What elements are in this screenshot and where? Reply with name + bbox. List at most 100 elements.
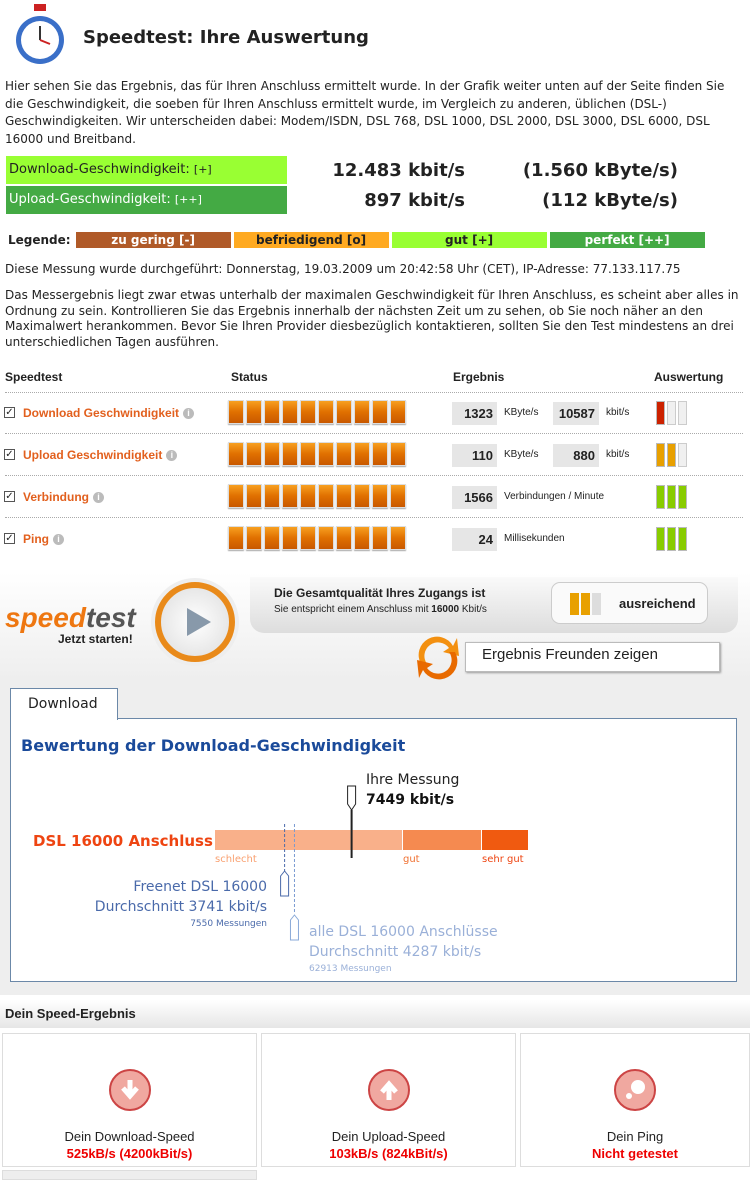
- table-row: ✓ Verbindung i 1566 Verbindungen / Minute: [0, 477, 750, 518]
- status-block: [264, 526, 280, 550]
- test-name[interactable]: Download Geschwindigkeit i: [23, 406, 195, 420]
- share-results-button[interactable]: Ergebnis Freunden zeigen: [465, 642, 720, 672]
- test-name[interactable]: Ping i: [23, 532, 64, 546]
- status-block: [228, 400, 244, 424]
- rating-segment: [656, 401, 665, 425]
- rating-segment: [667, 443, 676, 467]
- legend-item: gut [+]: [391, 232, 547, 248]
- status-block: [282, 484, 298, 508]
- status-block: [354, 526, 370, 550]
- status-block: [336, 484, 352, 508]
- assessment-text: Das Messergebnis liegt zwar etwas unterh…: [5, 288, 739, 349]
- measurement-info: Diese Messung wurde durchgeführt: Donner…: [5, 262, 681, 276]
- status-block: [336, 526, 352, 550]
- status-block: [390, 526, 406, 550]
- card-value: 103kB/s (824kBit/s): [329, 1146, 448, 1161]
- result-value: 24: [452, 528, 497, 551]
- checkbox[interactable]: ✓: [4, 533, 15, 544]
- table-row: ✓ Download Geschwindigkeit i 1323 KByte/s…: [0, 393, 750, 434]
- speedtest-logo[interactable]: speedtest: [5, 602, 136, 633]
- legend-item: befriedigend [o]: [233, 232, 389, 248]
- col-speedtest: Speedtest: [5, 370, 63, 384]
- info-icon[interactable]: i: [166, 450, 178, 462]
- status-block: [300, 442, 316, 466]
- result-value: 110: [452, 444, 497, 467]
- scale-label: sehr gut: [482, 854, 524, 865]
- upload-kbit: 897 kbit/s: [364, 190, 465, 211]
- result-unit: KByte/s: [504, 407, 539, 418]
- status-block: [282, 442, 298, 466]
- quality-sub: Sie entspricht einem Anschluss mit 16000…: [274, 604, 487, 615]
- provider-marker: [280, 870, 290, 897]
- rating-segment: [667, 401, 676, 425]
- your-measurement-label: Ihre Messung: [366, 772, 459, 788]
- rating-segment: [667, 527, 676, 551]
- status-block: [318, 400, 334, 424]
- status-block: [228, 484, 244, 508]
- info-icon[interactable]: i: [53, 534, 64, 546]
- result-unit: KByte/s: [504, 449, 539, 460]
- line-label: DSL 16000 Anschluss: [33, 832, 213, 850]
- status-block: [354, 400, 370, 424]
- divider: [5, 475, 743, 476]
- status-block: [318, 526, 334, 550]
- all-marker: [289, 914, 299, 941]
- quality-title: Die Gesamtqualität Ihres Zugangs ist: [274, 586, 486, 600]
- status-block: [228, 526, 244, 550]
- result-header: Dein Speed-Ergebnis: [0, 1000, 750, 1028]
- col-status: Status: [231, 370, 268, 384]
- quality-rating-icon: [570, 593, 601, 615]
- your-measurement-marker: [347, 785, 357, 811]
- status-block: [300, 400, 316, 424]
- speedtest-banner: speedtest Jetzt starten! Die Gesamtquali…: [0, 572, 750, 680]
- info-icon[interactable]: i: [93, 492, 104, 504]
- your-measurement-value: 7449 kbit/s: [366, 792, 454, 808]
- divider: [5, 392, 743, 393]
- download-kbit: 12.483 kbit/s: [332, 160, 465, 181]
- download-tab-area: Download Bewertung der Download-Geschwin…: [0, 680, 750, 995]
- page-title: Speedtest: Ihre Auswertung: [83, 27, 369, 48]
- status-block: [372, 526, 388, 550]
- info-icon[interactable]: i: [183, 408, 195, 420]
- play-button[interactable]: [155, 582, 235, 662]
- all-count: 62913 Messungen: [309, 964, 392, 974]
- result-unit-2: kbit/s: [606, 449, 630, 460]
- upload-arrow-icon: [367, 1069, 410, 1111]
- checkbox[interactable]: ✓: [4, 491, 15, 502]
- share-icon: [413, 634, 463, 680]
- checkbox[interactable]: ✓: [4, 449, 15, 460]
- status-bar: [228, 442, 406, 466]
- rating-segment: [656, 527, 665, 551]
- scale-segment-sehr-gut: [482, 830, 528, 850]
- tab-download[interactable]: Download: [10, 688, 118, 720]
- scale-segment-gut: [403, 830, 481, 850]
- checkbox[interactable]: ✓: [4, 407, 15, 418]
- legend-item: perfekt [++]: [549, 232, 705, 248]
- status-block: [246, 484, 262, 508]
- status-bar: [228, 526, 406, 550]
- result-value: 1323: [452, 402, 497, 425]
- card-label: Dein Ping: [606, 1129, 664, 1144]
- test-name[interactable]: Verbindung i: [23, 490, 104, 504]
- status-block: [264, 400, 280, 424]
- provider-count: 7550 Messungen: [190, 919, 267, 929]
- col-ergebnis: Ergebnis: [453, 370, 505, 384]
- upload-speed-bar: Upload-Geschwindigkeit: [++]: [6, 186, 287, 214]
- divider: [5, 433, 743, 434]
- status-bar: [228, 400, 406, 424]
- result-unit: Verbindungen / Minute: [504, 491, 605, 502]
- status-block: [228, 442, 244, 466]
- rating-segment: [667, 485, 676, 509]
- start-label[interactable]: Jetzt starten!: [58, 632, 133, 646]
- rating-icon: [656, 401, 687, 425]
- quality-label: ausreichend: [619, 596, 696, 611]
- scale-label: gut: [403, 854, 420, 865]
- test-name[interactable]: Upload Geschwindigkeit i: [23, 448, 178, 462]
- card-value: Nicht getestet: [592, 1146, 678, 1161]
- rating-segment: [678, 485, 687, 509]
- result-unit: Millisekunden: [504, 533, 565, 544]
- table-row: ✓ Ping i 24 Millisekunden: [0, 519, 750, 559]
- legend-label: Legende:: [8, 233, 71, 247]
- rating-segment: [678, 443, 687, 467]
- result-card: Dein Download-Speed 525kB/s (4200kBit/s): [2, 1033, 257, 1167]
